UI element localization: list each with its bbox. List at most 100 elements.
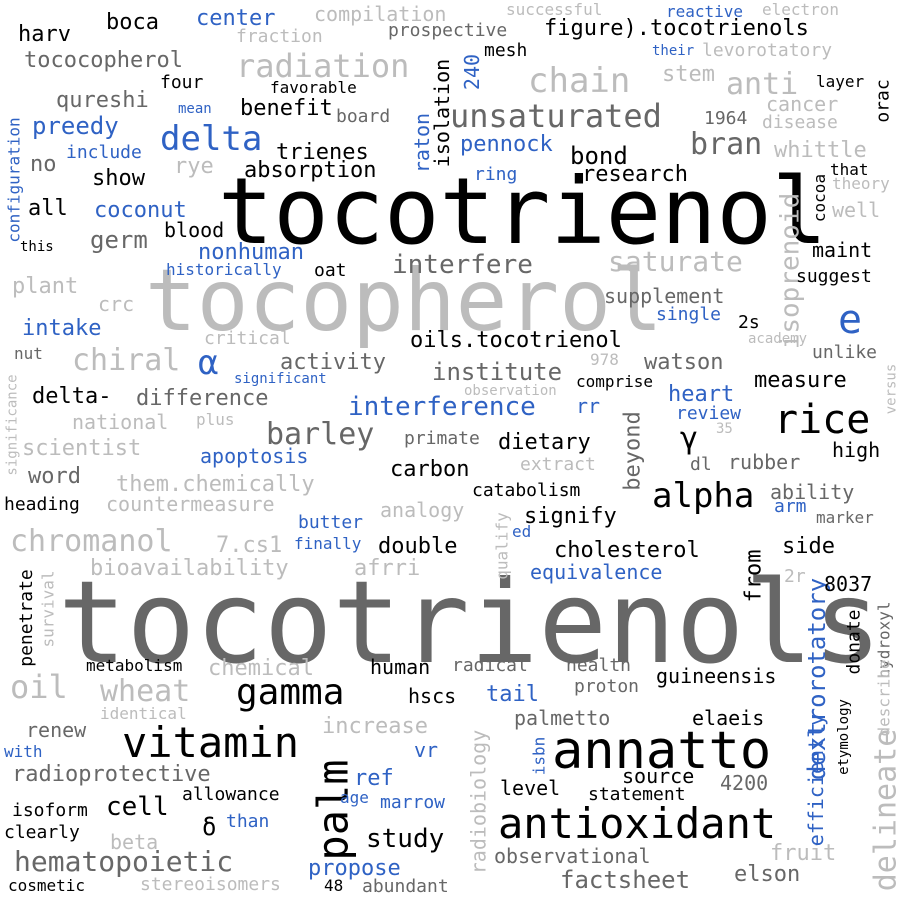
word: beyond [620, 411, 646, 491]
word: versus [883, 363, 900, 415]
word: nut [14, 344, 43, 363]
word: countermeasure [106, 492, 275, 516]
word: show [92, 166, 145, 191]
word: rice [774, 397, 871, 443]
word: center [196, 6, 276, 31]
word: 7.cs1 [216, 533, 283, 558]
word: four [160, 72, 204, 93]
word: chain [528, 61, 631, 101]
word: vr [414, 738, 439, 762]
word: 978 [590, 350, 619, 369]
word: isoform [12, 800, 88, 821]
word: anti [726, 67, 799, 102]
word: abundant [362, 876, 449, 897]
word: finally [294, 534, 362, 553]
word: suggest [796, 266, 872, 287]
word: rr [576, 394, 601, 418]
word: study [366, 824, 445, 854]
word: dietary [498, 430, 591, 455]
word: research [582, 162, 688, 187]
word: wheat [100, 674, 191, 709]
word: from [741, 549, 767, 603]
word: mean [178, 101, 212, 117]
word: word [28, 464, 81, 489]
word: no [30, 152, 57, 177]
word: saturate [608, 245, 743, 278]
word: chiral [72, 343, 181, 378]
word: figure).tocotrienols [544, 16, 809, 41]
word: apoptosis [200, 444, 309, 468]
word: unlike [812, 342, 878, 363]
word: source [622, 764, 695, 788]
word: e [838, 297, 863, 343]
word: board [336, 106, 391, 127]
word: cancer [766, 92, 839, 116]
word: etymology [835, 699, 852, 775]
word: well [832, 198, 881, 222]
word: interfere [392, 250, 533, 280]
word: delta- [32, 384, 112, 409]
word: institute [432, 358, 563, 386]
word: watson [644, 350, 724, 375]
word: rubber [728, 450, 801, 474]
word: radiation [236, 47, 410, 85]
word: 2s [738, 312, 760, 333]
word: unsaturated [450, 97, 662, 135]
word: ring [474, 164, 518, 185]
word: health [566, 655, 632, 676]
word: theory [832, 174, 890, 193]
word: oil [10, 668, 68, 706]
word: vitamin [122, 718, 300, 767]
word: coconut [94, 198, 187, 223]
word: stem [662, 62, 715, 87]
word: barley [266, 417, 375, 452]
word: preedy [32, 112, 119, 140]
word: butter [298, 512, 364, 533]
word: orac [872, 79, 894, 123]
word: heart [668, 382, 735, 407]
word: arm [774, 496, 807, 517]
word: raton [410, 112, 435, 174]
word: delta [160, 119, 263, 159]
word: this [20, 239, 54, 255]
word: absorption [244, 158, 377, 183]
word: elson [734, 862, 801, 887]
word: intake [22, 316, 102, 341]
word: them.chemically [116, 472, 315, 497]
word: 35 [716, 421, 733, 437]
word: afrri [354, 556, 421, 581]
word: interference [348, 392, 536, 422]
word: oat [314, 260, 347, 281]
word: radiobiology [466, 729, 491, 875]
word: primate [404, 428, 480, 449]
word: rye [174, 154, 214, 179]
word: beta [110, 830, 159, 854]
word: metabolism [86, 656, 183, 675]
word: harv [18, 22, 71, 47]
word: equivalence [530, 560, 663, 584]
word: qureshi [56, 88, 149, 113]
word: 4200 [720, 771, 769, 795]
word: fruit [770, 841, 837, 866]
word: 8037 [824, 572, 873, 596]
word: renew [26, 718, 87, 742]
word: include [66, 142, 142, 163]
word: maint [812, 238, 873, 262]
word: crc [98, 292, 135, 316]
word: 2r [784, 566, 806, 587]
word: increase [322, 714, 428, 739]
word: boca [106, 10, 159, 35]
word: bond [570, 142, 628, 170]
word: carbon [390, 457, 470, 482]
word: tococopherol [24, 48, 183, 73]
word: historically [166, 260, 282, 279]
word: prospective [388, 20, 508, 41]
word: double [378, 534, 458, 559]
word: chemical [208, 656, 314, 681]
word: 1964 [704, 108, 748, 129]
word: difference [136, 386, 269, 411]
word: allowance [182, 784, 280, 805]
word: plus [196, 410, 235, 429]
word: layer [816, 72, 865, 91]
